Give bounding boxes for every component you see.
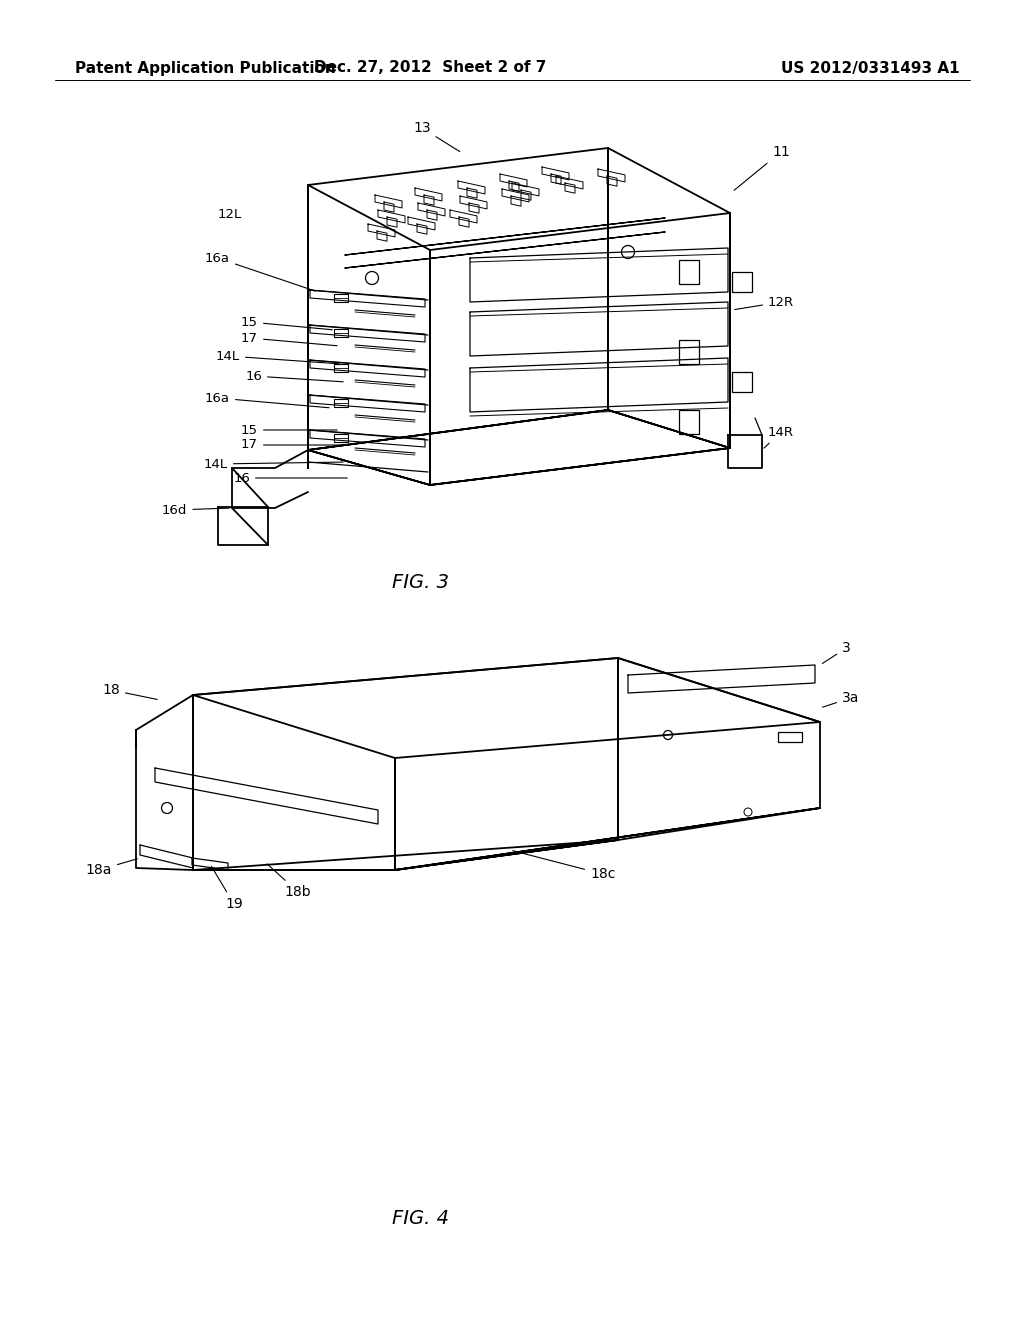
Text: 12R: 12R <box>735 296 795 310</box>
Bar <box>679 411 699 434</box>
Text: 17: 17 <box>241 438 341 451</box>
Text: 14R: 14R <box>764 425 794 447</box>
Text: 17: 17 <box>241 331 337 346</box>
Text: 16a: 16a <box>205 392 330 408</box>
Text: Dec. 27, 2012  Sheet 2 of 7: Dec. 27, 2012 Sheet 2 of 7 <box>313 61 546 75</box>
Text: FIG. 3: FIG. 3 <box>391 573 449 591</box>
Text: 3: 3 <box>822 642 851 664</box>
Text: 16a: 16a <box>205 252 315 292</box>
Text: 15: 15 <box>241 424 337 437</box>
Text: 18a: 18a <box>86 859 137 876</box>
Text: 14L: 14L <box>204 458 343 470</box>
Text: 15: 15 <box>241 315 332 330</box>
Text: 12L: 12L <box>218 209 242 222</box>
Bar <box>334 364 348 372</box>
Text: 19: 19 <box>211 866 243 911</box>
Text: 16: 16 <box>245 370 343 383</box>
Text: 13: 13 <box>414 121 460 152</box>
Bar <box>679 341 699 364</box>
Text: Patent Application Publication: Patent Application Publication <box>75 61 336 75</box>
Bar <box>334 329 348 337</box>
Text: 18b: 18b <box>267 863 311 899</box>
Bar <box>334 434 348 442</box>
Bar <box>334 294 348 302</box>
Text: 14L: 14L <box>216 350 339 364</box>
Bar <box>679 260 699 284</box>
Text: 18c: 18c <box>513 850 615 880</box>
Text: US 2012/0331493 A1: US 2012/0331493 A1 <box>780 61 959 75</box>
Text: FIG. 4: FIG. 4 <box>391 1209 449 1228</box>
Text: 18: 18 <box>102 682 158 700</box>
Bar <box>732 272 752 292</box>
Text: 16: 16 <box>233 471 347 484</box>
Text: 16d: 16d <box>162 503 229 516</box>
Text: 11: 11 <box>734 145 790 190</box>
Bar <box>334 399 348 407</box>
Text: 3a: 3a <box>822 690 859 708</box>
Bar <box>778 733 802 742</box>
Bar <box>732 372 752 392</box>
